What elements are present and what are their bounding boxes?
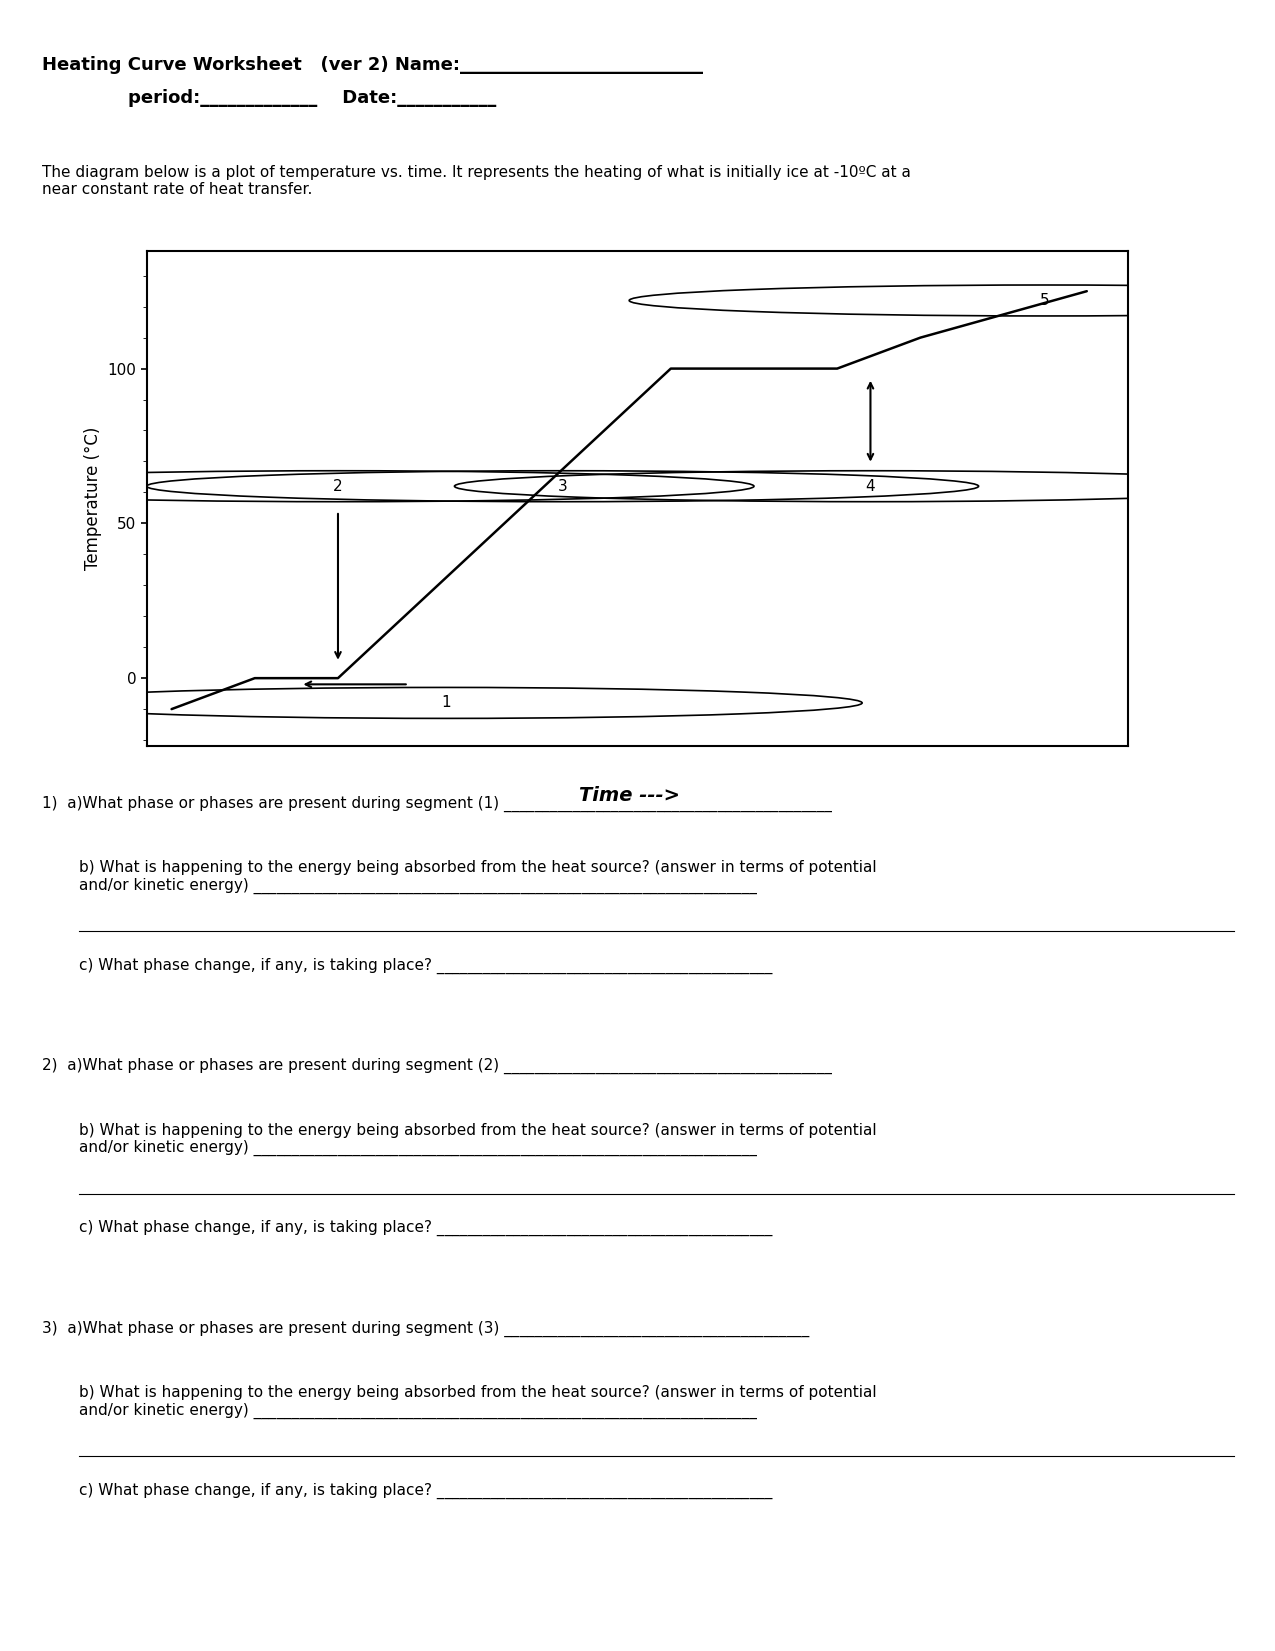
Text: Heating Curve Worksheet   (ver 2) Name:___________________________: Heating Curve Worksheet (ver 2) Name:___… bbox=[42, 56, 703, 74]
Text: c) What phase change, if any, is taking place? _________________________________: c) What phase change, if any, is taking … bbox=[79, 958, 773, 974]
Text: Time --->: Time ---> bbox=[579, 786, 680, 806]
Text: 2)  a)What phase or phases are present during segment (2) ______________________: 2) a)What phase or phases are present du… bbox=[42, 1058, 833, 1075]
Text: 1)  a)What phase or phases are present during segment (1) ______________________: 1) a)What phase or phases are present du… bbox=[42, 796, 833, 812]
Text: 1: 1 bbox=[441, 695, 451, 710]
Text: c) What phase change, if any, is taking place? _________________________________: c) What phase change, if any, is taking … bbox=[79, 1220, 773, 1237]
Text: 5: 5 bbox=[1040, 292, 1051, 309]
Text: The diagram below is a plot of temperature vs. time. It represents the heating o: The diagram below is a plot of temperatu… bbox=[42, 165, 910, 198]
Text: period:_____________    Date:___________: period:_____________ Date:___________ bbox=[128, 89, 496, 107]
Y-axis label: Temperature (°C): Temperature (°C) bbox=[84, 428, 102, 570]
Text: b) What is happening to the energy being absorbed from the heat source? (answer : b) What is happening to the energy being… bbox=[79, 1123, 877, 1156]
Text: 2: 2 bbox=[333, 479, 343, 494]
Text: 4: 4 bbox=[866, 479, 875, 494]
Text: c) What phase change, if any, is taking place? _________________________________: c) What phase change, if any, is taking … bbox=[79, 1483, 773, 1499]
Text: 3)  a)What phase or phases are present during segment (3) ______________________: 3) a)What phase or phases are present du… bbox=[42, 1321, 810, 1337]
Text: b) What is happening to the energy being absorbed from the heat source? (answer : b) What is happening to the energy being… bbox=[79, 860, 877, 893]
Text: 3: 3 bbox=[557, 479, 567, 494]
Text: b) What is happening to the energy being absorbed from the heat source? (answer : b) What is happening to the energy being… bbox=[79, 1385, 877, 1418]
